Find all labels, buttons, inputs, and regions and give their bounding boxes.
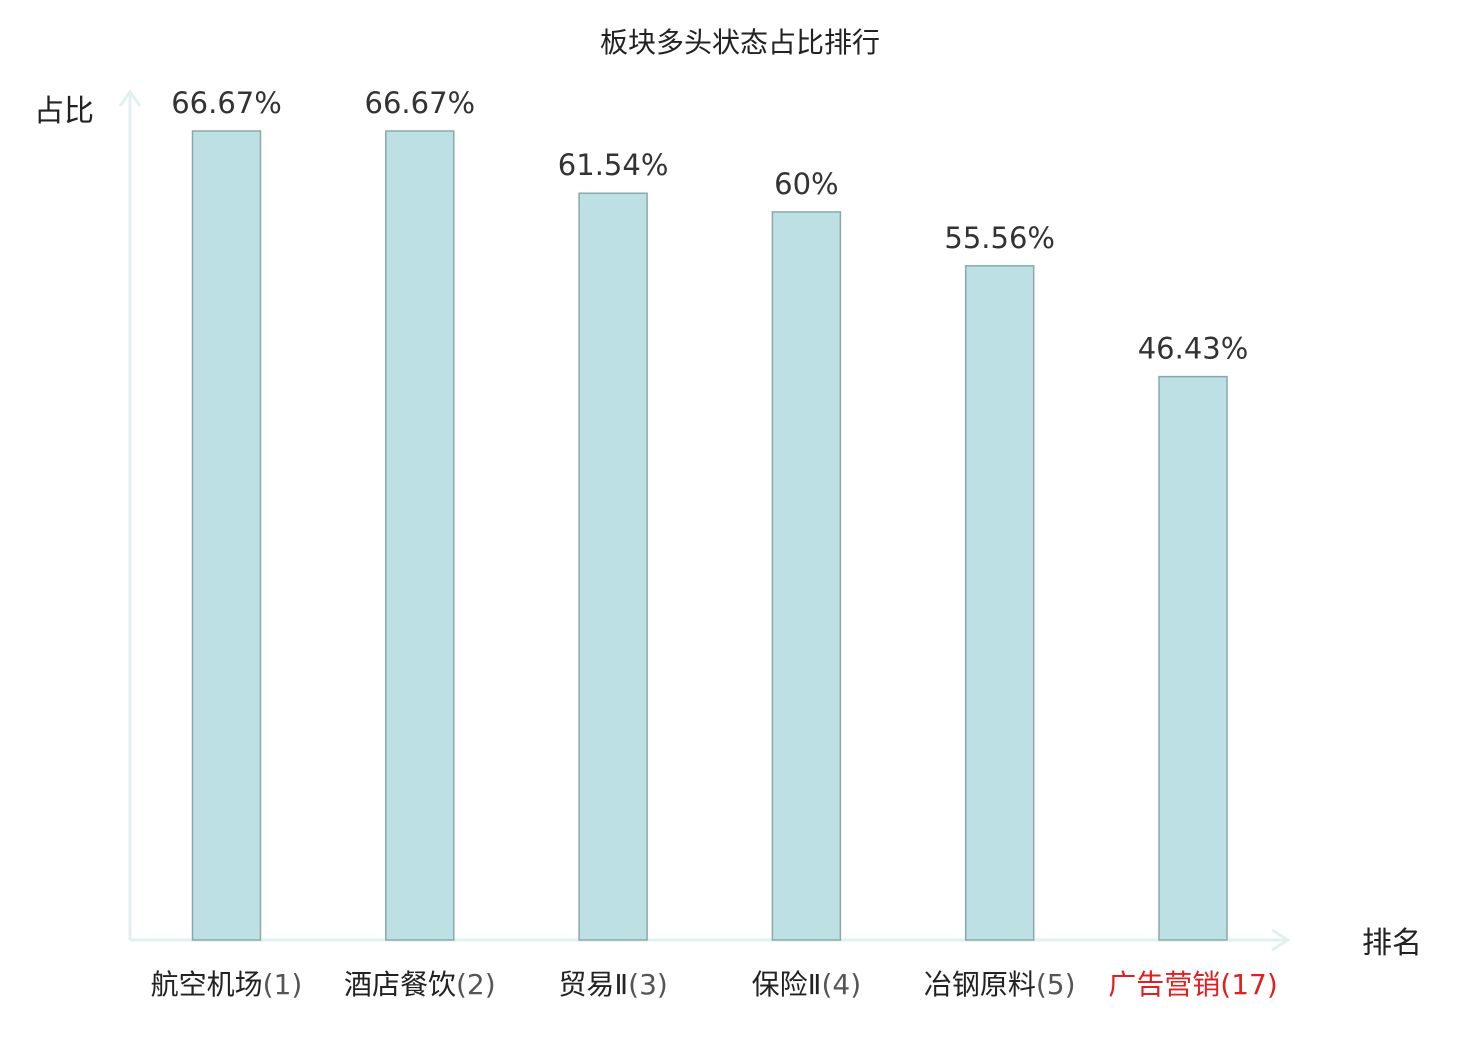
bar-value-label: 61.54% [558,148,669,182]
bar [385,130,455,941]
category-rank: (4) [821,968,861,1001]
category-name: 航空机场 [151,968,263,1001]
bar [964,265,1035,941]
axes [118,89,1291,952]
category-name: 冶钢原料 [924,968,1036,1001]
category-rank: (17) [1220,968,1277,1001]
x-tick-label: 航空机场(1) [151,968,303,1001]
y-axis-label: 占比 [34,94,94,129]
bar [578,192,648,941]
category-rank: (1) [263,968,303,1001]
x-axis-arrow [1271,928,1291,952]
category-name: 贸易Ⅱ [558,968,628,1001]
bar-value-label: 66.67% [365,86,476,120]
category-name: 保险Ⅱ [752,968,822,1001]
category-rank: (2) [456,968,496,1001]
bar [1158,375,1228,941]
category-name: 酒店餐饮 [344,968,456,1001]
x-tick-label: 贸易Ⅱ(3) [558,968,667,1001]
chart-title: 板块多头状态占比排行 [600,26,880,59]
category-rank: (5) [1036,968,1076,1001]
category-labels: 航空机场(1) 酒店餐饮(2) 贸易Ⅱ(3) 保险Ⅱ(4) 冶钢原料(5) 广告营销(17… [151,968,1278,1001]
bar [771,211,842,941]
category-name: 广告营销 [1108,968,1220,1001]
x-tick-label: 保险Ⅱ(4) [752,968,861,1001]
bar-value-label: 66.67% [171,86,282,120]
x-axis-label: 排名 [1362,926,1422,961]
x-tick-label: 广告营销(17) [1108,968,1278,1001]
bar [191,130,262,941]
bar-value-label: 46.43% [1138,332,1249,366]
x-tick-label: 酒店餐饮(2) [344,968,496,1001]
x-tick-label: 冶钢原料(5) [924,968,1076,1001]
bar-value-label: 60% [774,167,838,201]
bars [191,130,1228,941]
category-rank: (3) [628,968,668,1001]
value-labels: 66.67% 66.67% 61.54% 60% 55.56% 46.43% [171,86,1248,366]
y-axis-arrow [118,89,142,107]
bar-value-label: 55.56% [944,221,1055,255]
